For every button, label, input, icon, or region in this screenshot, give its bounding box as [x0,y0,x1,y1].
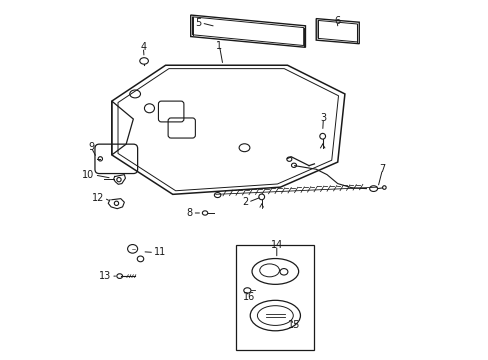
Text: 4: 4 [140,42,146,52]
Text: 12: 12 [91,193,104,203]
Text: 3: 3 [320,113,326,123]
Text: 5: 5 [195,18,201,28]
Text: 11: 11 [154,247,166,257]
Text: 13: 13 [99,271,111,281]
Text: 14: 14 [270,240,283,250]
Text: 15: 15 [287,320,300,330]
Text: 8: 8 [186,208,192,218]
Text: 10: 10 [82,170,94,180]
Text: 1: 1 [216,41,222,50]
Text: 9: 9 [88,142,94,152]
Text: 16: 16 [243,292,255,302]
Text: 7: 7 [379,164,385,174]
Text: 6: 6 [333,17,339,27]
Text: 2: 2 [242,197,247,207]
